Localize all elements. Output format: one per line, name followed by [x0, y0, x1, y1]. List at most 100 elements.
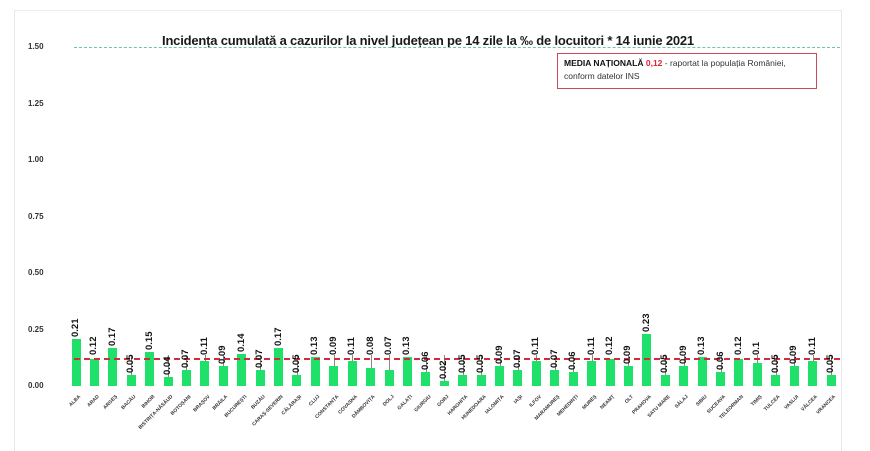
bar-value-label: 0.23 — [640, 313, 652, 333]
bar-value-label: 0.17 — [272, 327, 284, 346]
bar-value-label: 0.06 — [567, 351, 579, 371]
bar — [218, 365, 228, 386]
label-leader-line — [481, 354, 483, 375]
bar — [402, 356, 412, 386]
y-tick-label: 0.00 — [28, 381, 44, 390]
bar-value-label: 0.06 — [714, 351, 726, 371]
bar — [458, 374, 468, 386]
bar-value-label: 0.12 — [88, 336, 100, 355]
bar — [310, 356, 320, 386]
label-leader-line — [131, 354, 133, 375]
bar — [476, 374, 486, 386]
label-leader-line — [333, 354, 335, 366]
label-leader-line — [831, 354, 832, 375]
bar — [716, 372, 725, 386]
bar-value-label: 0.11 — [530, 336, 542, 355]
bar-value-label: 0.05 — [475, 354, 487, 373]
bar — [642, 334, 652, 386]
label-leader-line — [444, 354, 446, 382]
y-tick-label: 1.25 — [28, 98, 44, 108]
bar-value-label: 0.05 — [290, 354, 302, 373]
label-leader-line — [223, 354, 225, 366]
label-leader-line — [260, 354, 262, 371]
bar-value-label: 0.11 — [585, 336, 597, 355]
bar-value-label: 0.11 — [346, 336, 358, 355]
annotation-text: - raportat la populația României, confor… — [564, 58, 786, 81]
label-leader-line — [775, 354, 777, 375]
bar-value-label: 0.07 — [511, 349, 523, 369]
label-leader-line — [389, 354, 391, 371]
label-leader-line — [794, 354, 796, 366]
national-average-line — [74, 357, 840, 360]
bar-value-label: 0.06 — [419, 351, 431, 371]
bar-value-label: 0.07 — [254, 349, 266, 369]
bar — [568, 372, 578, 386]
bar — [145, 352, 155, 386]
bar-value-label: 0.07 — [383, 336, 395, 355]
bar — [108, 347, 118, 386]
y-tick-label: 1.50 — [28, 42, 44, 51]
bar — [495, 365, 505, 386]
bar-value-label: 0.09 — [677, 345, 689, 364]
bar — [789, 365, 799, 386]
bar — [347, 361, 357, 386]
bar — [826, 374, 836, 386]
bar-value-label: 0.09 — [327, 336, 339, 355]
bar-value-label: 0.17 — [106, 327, 118, 346]
bar-value-label: 0.04 — [162, 356, 174, 375]
bar-value-label: 0.12 — [604, 336, 616, 355]
bar-value-label: 0.14 — [235, 333, 247, 353]
bar-value-label: 0.05 — [125, 354, 137, 373]
bar — [623, 365, 633, 386]
y-tick-label: 0.75 — [28, 211, 44, 221]
bar-value-label: 0.02 — [438, 360, 450, 380]
label-leader-line — [683, 354, 685, 366]
bar-value-label: 0.05 — [659, 354, 671, 373]
label-leader-line — [462, 354, 464, 375]
bar — [587, 361, 597, 386]
bar-value-label: 0.05 — [825, 354, 836, 373]
bar-value-label: 0.09 — [788, 345, 800, 364]
bar — [329, 365, 339, 386]
bar — [679, 365, 689, 386]
bar — [421, 372, 431, 386]
bar — [274, 347, 284, 386]
bar — [752, 363, 762, 386]
chart-title: Incidența cumulată a cazurilor la nivel … — [162, 33, 694, 48]
bar-value-label: 0.1 — [751, 341, 763, 355]
bar — [605, 358, 615, 386]
label-leader-line — [665, 354, 667, 375]
bar-value-label: 0.21 — [70, 318, 81, 337]
bar — [808, 361, 818, 386]
bar — [550, 370, 560, 386]
bar — [71, 338, 81, 386]
y-tick-label: 0.25 — [28, 324, 44, 334]
label-leader-line — [554, 354, 556, 371]
bar-value-label: 0.13 — [309, 336, 321, 355]
y-tick-label: 0.50 — [28, 268, 44, 277]
bar — [126, 374, 136, 386]
bar — [531, 361, 541, 386]
bar-value-label: 0.08 — [364, 336, 376, 355]
bar — [255, 370, 265, 386]
bar — [181, 370, 191, 386]
label-leader-line — [517, 354, 519, 371]
bar-value-label: 0.05 — [456, 354, 468, 373]
bar-value-label: 0.13 — [696, 336, 708, 355]
bar-value-label: 0.09 — [217, 345, 229, 364]
label-leader-line — [720, 354, 722, 373]
bar — [89, 358, 99, 386]
bar-value-label: 0.07 — [548, 349, 560, 369]
label-leader-line — [370, 354, 372, 368]
bar — [697, 356, 707, 386]
label-leader-line — [296, 354, 298, 375]
y-tick-label: 1.00 — [28, 155, 44, 164]
threshold-line — [74, 47, 840, 48]
bar — [292, 374, 302, 386]
bar — [439, 381, 449, 386]
bar-value-label: 0.13 — [401, 336, 413, 355]
bar — [513, 370, 523, 386]
bar-value-label: 0.15 — [143, 331, 155, 351]
bar — [734, 358, 744, 386]
bar-value-label: 0.07 — [180, 349, 192, 369]
